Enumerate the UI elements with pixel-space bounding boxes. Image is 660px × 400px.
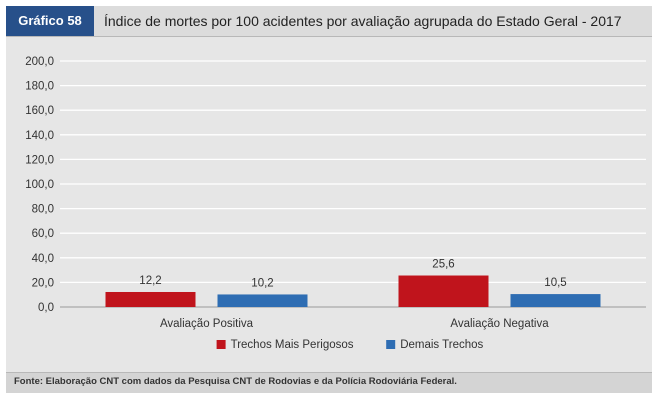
figure-header: Gráfico 58 Índice de mortes por 100 acid… <box>6 6 652 37</box>
legend-label: Demais Trechos <box>400 339 483 351</box>
y-tick-label: 200,0 <box>25 56 54 68</box>
figure-number-tag: Gráfico 58 <box>6 6 94 36</box>
source-text: Fonte: Elaboração CNT com dados da Pesqu… <box>14 376 457 387</box>
data-label: 10,2 <box>251 277 273 289</box>
y-tick-label: 0,0 <box>38 302 54 314</box>
bar <box>105 291 196 307</box>
data-label: 12,2 <box>139 275 161 287</box>
y-tick-label: 40,0 <box>32 253 54 265</box>
y-tick-label: 80,0 <box>32 204 54 216</box>
y-tick-label: 120,0 <box>25 154 54 166</box>
y-tick-label: 60,0 <box>32 228 54 240</box>
bar <box>510 294 601 307</box>
bar-chart: 0,0 20,0 40,0 60,0 80,0 100,0 120,0 140,0 160,0 1… <box>25 56 646 351</box>
y-tick-label: 140,0 <box>25 130 54 142</box>
y-tick-label: 20,0 <box>32 277 54 289</box>
y-tick-label: 180,0 <box>25 81 54 93</box>
bar <box>398 275 489 307</box>
x-category-label: Avaliação Positiva <box>160 318 254 330</box>
legend-label: Trechos Mais Perigosos <box>231 339 354 351</box>
chart-title: Índice de mortes por 100 acidentes por a… <box>104 13 622 29</box>
legend-swatch <box>216 340 226 349</box>
x-category-label: Avaliação Negativa <box>450 318 549 330</box>
source-note: Fonte: Elaboração CNT com dados da Pesqu… <box>6 372 652 393</box>
y-tick-label: 100,0 <box>25 179 54 191</box>
y-tick-label: 160,0 <box>25 105 54 117</box>
legend-swatch <box>386 340 396 349</box>
data-label: 10,5 <box>544 277 566 289</box>
chart-figure: Gráfico 58 Índice de mortes por 100 acid… <box>6 6 652 393</box>
data-label: 25,6 <box>432 259 454 271</box>
bar <box>217 294 308 307</box>
